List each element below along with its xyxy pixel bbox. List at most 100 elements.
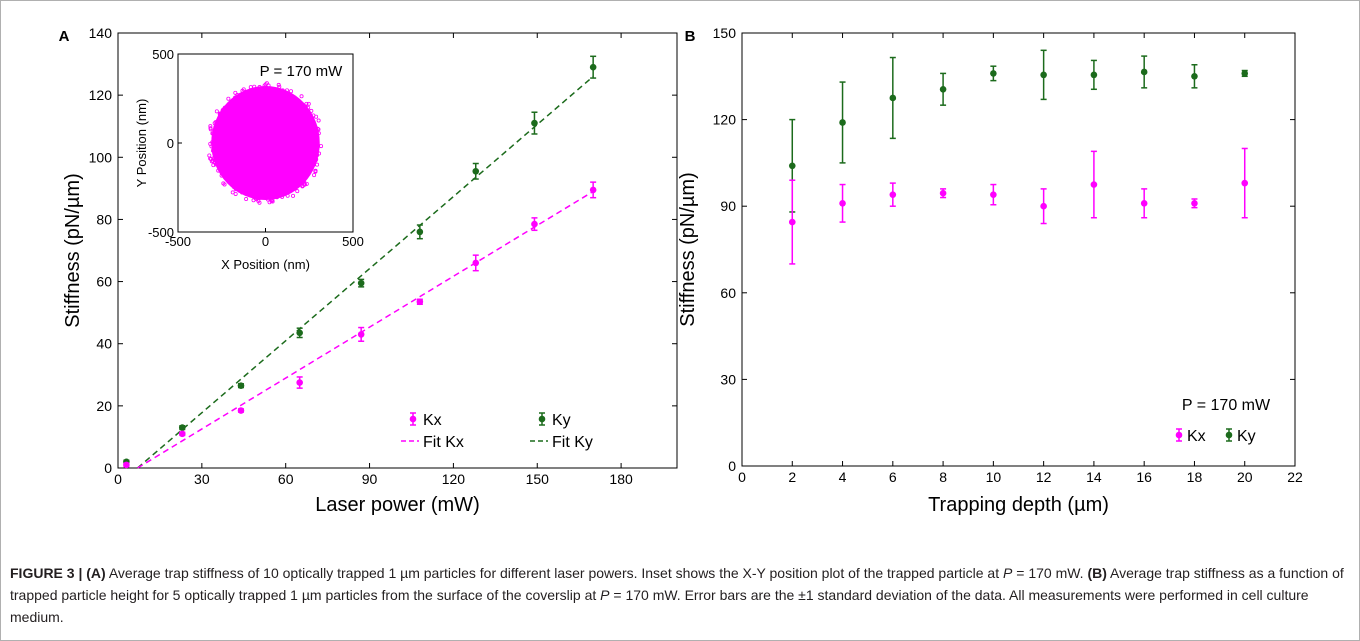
inset-position-point xyxy=(285,88,290,93)
panel-b-y-tick-label: 30 xyxy=(720,371,736,387)
panel-b-ky-point xyxy=(1090,71,1098,79)
panel-a-legend-kx-label: Kx xyxy=(423,412,442,429)
inset-position-point xyxy=(315,153,320,158)
panel-a-x-tick-label: 150 xyxy=(526,471,550,487)
inset-position-point xyxy=(209,159,214,164)
panel-b-ky-point xyxy=(839,119,846,126)
inset-position-point xyxy=(254,195,259,200)
inset-position-point xyxy=(220,171,225,176)
caption-p-value: = 170 mW. xyxy=(1012,565,1088,581)
panel-b-x-tick-label: 18 xyxy=(1187,469,1203,485)
inset-position-point xyxy=(252,84,257,89)
panel-b-legend-ky-label: Ky xyxy=(1237,428,1256,445)
panel-a-y-tick-label: 40 xyxy=(96,336,112,352)
inset-position-point xyxy=(241,87,246,92)
inset-position-point xyxy=(244,197,249,202)
inset-position-point xyxy=(277,84,282,89)
inset-position-point xyxy=(319,144,324,149)
inset-position-point xyxy=(210,140,215,145)
inset-position-point xyxy=(211,163,216,168)
panel-a-x-tick-label: 60 xyxy=(278,471,294,487)
inset-position-point xyxy=(212,128,217,133)
panel-b-axes-frame xyxy=(741,32,1296,467)
inset-position-point xyxy=(261,87,266,92)
panel-a-ky-point xyxy=(357,279,365,287)
panel-a-kx-point xyxy=(123,461,130,469)
inset-position-point xyxy=(304,109,309,114)
inset-y-tick-label: 500 xyxy=(152,47,174,62)
inset-position-point xyxy=(216,168,221,173)
panel-b-kx-point xyxy=(1140,200,1148,207)
inset-position-point xyxy=(307,168,312,173)
panel-b-x-axis-label: Trapping depth (µm) xyxy=(928,494,1109,516)
panel-b-x-tick-label: 22 xyxy=(1287,469,1303,485)
panel-b-legend-ky-swatch-point xyxy=(1225,431,1233,439)
caption-label: FIGURE 3 | xyxy=(10,565,87,581)
inset-position-point xyxy=(306,105,311,110)
inset-position-point xyxy=(276,89,281,94)
panel-a-ky-point xyxy=(472,167,480,175)
panel-b-kx-point xyxy=(1241,179,1249,187)
inset-position-point xyxy=(224,174,229,179)
inset-x-tick-label: 500 xyxy=(342,234,364,249)
inset-position-point xyxy=(210,158,215,163)
caption-a-text: Average trap stiffness of 10 optically t… xyxy=(105,565,1000,581)
inset-position-point xyxy=(316,131,321,136)
panel-b-annotation: P = 170 mW xyxy=(1182,397,1271,414)
panel-b-ky-point xyxy=(939,85,947,93)
inset-position-point xyxy=(315,162,320,167)
inset-position-point xyxy=(212,121,217,126)
caption-p-var-2: P xyxy=(600,587,610,603)
inset-position-point xyxy=(217,111,222,116)
inset-position-point xyxy=(243,189,248,194)
inset-position-point xyxy=(276,82,281,87)
inset-position-point xyxy=(285,193,290,198)
inset-position-point xyxy=(241,189,246,194)
inset-position-point xyxy=(220,108,225,113)
panel-a-y-tick-label: 120 xyxy=(89,87,113,103)
panel-b-kx-point xyxy=(1040,202,1047,210)
inset-position-point xyxy=(234,185,239,190)
panel-b-ky-point xyxy=(889,94,897,102)
inset-position-point xyxy=(233,191,238,196)
panel-a-ky-point xyxy=(416,228,424,236)
caption-p-value-2: = 170 mW. Error bars are the ±1 standard… xyxy=(10,587,1309,625)
inset-position-point xyxy=(208,126,213,131)
panel-a-kx-point xyxy=(589,186,597,194)
panel-a-y-axis-label: Stiffness (pN/µm) xyxy=(62,173,84,328)
panel-b-ky-point xyxy=(990,70,997,77)
panel-a-y-tick-label: 80 xyxy=(96,211,112,227)
caption-b-text: Average trap stiffness as a function of … xyxy=(10,565,1344,603)
inset-x-tick-label: 0 xyxy=(262,234,269,249)
panel-a-y-tick-label: 60 xyxy=(96,274,112,290)
panel-b-legend-kx-swatch-point xyxy=(1175,431,1183,439)
inset-position-point xyxy=(216,160,221,165)
inset-position-point xyxy=(280,88,285,93)
inset-position-point xyxy=(291,193,296,198)
inset-position-point xyxy=(216,118,221,123)
panel-b-x-tick-label: 4 xyxy=(839,469,847,485)
panel-a-x-tick-label: 120 xyxy=(442,471,466,487)
inset-position-point xyxy=(269,195,274,200)
inset-x-tick-label: -500 xyxy=(165,234,191,249)
inset-x-axis-label: X Position (nm) xyxy=(221,257,310,272)
panel-b-y-tick-label: 90 xyxy=(720,198,736,214)
inset-position-point xyxy=(303,105,308,110)
panel-a-x-axis-label: Laser power (mW) xyxy=(315,494,479,516)
panel-a-ky-point xyxy=(237,382,245,389)
inset-position-point xyxy=(254,197,259,202)
inset-y-axis-label: Y Position (nm) xyxy=(134,99,149,188)
panel-b-x-tick-label: 6 xyxy=(889,469,897,485)
panel-a: A 0 30 60 90 120 150 180 0 20 40 60 80 100 120 140 Laser… xyxy=(59,25,678,516)
inset-position-point xyxy=(240,92,245,97)
panel-b-kx-point xyxy=(1090,181,1098,188)
panel-a-kx-point xyxy=(531,220,538,228)
inset-position-point xyxy=(313,149,318,154)
panel-a-kx-point xyxy=(357,331,365,338)
inset-position-point xyxy=(226,96,231,101)
panel-a-ky-point xyxy=(178,424,186,431)
inset-position-point xyxy=(300,183,305,188)
panel-b-y-tick-label: 120 xyxy=(713,112,737,128)
inset-y-tick-label: -500 xyxy=(148,225,174,240)
